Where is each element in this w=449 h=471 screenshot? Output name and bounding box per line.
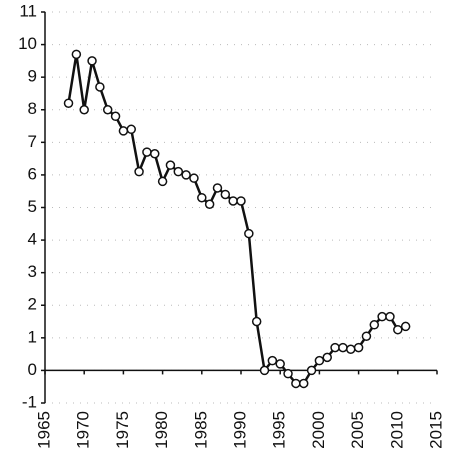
x-tick-label: 2015 bbox=[426, 411, 445, 449]
marker bbox=[369, 320, 380, 330]
marker bbox=[220, 189, 231, 200]
marker bbox=[361, 331, 372, 341]
marker bbox=[150, 148, 160, 159]
line bbox=[67, 54, 407, 385]
marker bbox=[236, 196, 246, 206]
marker bbox=[197, 192, 207, 203]
marker bbox=[306, 365, 317, 376]
x-tick-label: 2010 bbox=[387, 411, 406, 449]
marker bbox=[353, 342, 364, 353]
x-tick-label: 1990 bbox=[230, 411, 249, 449]
marker bbox=[102, 105, 113, 115]
x-tick-label: 1970 bbox=[74, 411, 93, 449]
marker bbox=[228, 196, 238, 206]
marker bbox=[259, 365, 270, 376]
marker bbox=[71, 49, 82, 60]
marker bbox=[142, 147, 152, 157]
marker bbox=[385, 311, 395, 322]
marker bbox=[134, 166, 144, 177]
y-tick-label: 11 bbox=[19, 1, 37, 20]
x-tick-label: 2000 bbox=[309, 411, 328, 449]
y-tick-label: 2 bbox=[28, 295, 37, 314]
marker bbox=[165, 160, 176, 170]
y-tick-label: 4 bbox=[28, 230, 37, 249]
marker bbox=[338, 342, 348, 353]
marker bbox=[393, 324, 403, 335]
marker bbox=[400, 321, 411, 332]
marker bbox=[118, 126, 129, 136]
y-tick-label: 1 bbox=[28, 327, 37, 346]
marker bbox=[212, 183, 223, 193]
marker bbox=[173, 166, 184, 177]
marker bbox=[87, 56, 97, 66]
y-tick-label: 6 bbox=[28, 164, 37, 183]
y-tick-label: 0 bbox=[28, 360, 37, 379]
x-tick-label: 1980 bbox=[152, 411, 171, 449]
marker bbox=[275, 359, 285, 369]
marker bbox=[346, 344, 356, 354]
x-tick-label: 2005 bbox=[348, 411, 367, 449]
marker bbox=[244, 228, 254, 239]
x-tick-label: 1965 bbox=[34, 411, 53, 449]
x-tick-label: 1975 bbox=[113, 411, 132, 449]
marker bbox=[377, 311, 387, 322]
x-tick-label: 1985 bbox=[191, 411, 210, 449]
y-tick-label: 9 bbox=[28, 67, 37, 86]
marker bbox=[181, 170, 191, 180]
marker bbox=[314, 355, 325, 366]
marker bbox=[267, 355, 278, 366]
y-tick-label: -1 bbox=[22, 392, 37, 411]
y-tick-label: 7 bbox=[28, 132, 37, 151]
y-tick-label: 10 bbox=[18, 34, 37, 53]
marker bbox=[322, 352, 332, 363]
marker bbox=[204, 199, 215, 209]
marker bbox=[283, 368, 293, 379]
marker bbox=[251, 316, 262, 327]
marker bbox=[63, 98, 74, 108]
y-tick-label: 8 bbox=[28, 99, 37, 118]
marker bbox=[157, 176, 168, 187]
marker bbox=[126, 124, 136, 135]
marker bbox=[95, 82, 105, 92]
marker bbox=[189, 173, 199, 183]
marker bbox=[110, 111, 121, 122]
y-tick-label: 3 bbox=[28, 262, 37, 281]
marker bbox=[291, 378, 301, 389]
marker bbox=[298, 378, 309, 389]
y-tick-label: 5 bbox=[28, 197, 37, 216]
marker bbox=[79, 105, 89, 115]
marker bbox=[330, 342, 340, 353]
x-tick-label: 1995 bbox=[270, 411, 289, 449]
